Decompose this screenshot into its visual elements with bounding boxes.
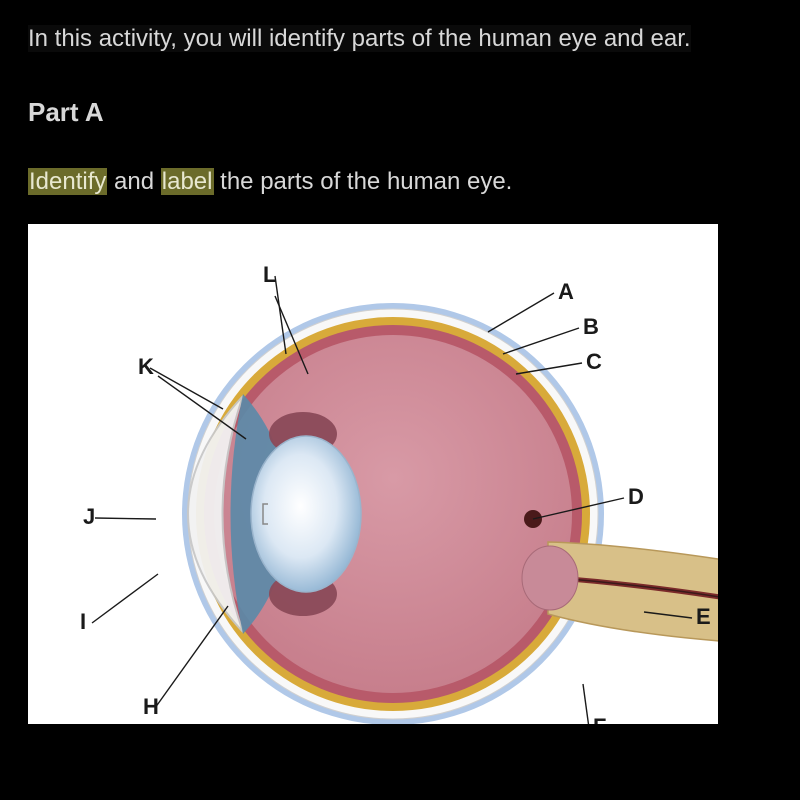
- intro-text: In this activity, you will identify part…: [28, 20, 772, 57]
- section-heading: Part A: [28, 97, 772, 128]
- diagram-label-C: C: [586, 349, 602, 374]
- intro-span: In this activity, you will identify part…: [28, 25, 691, 52]
- diagram-label-K: K: [138, 354, 154, 379]
- eye-diagram: ABC D E F H I J K L: [28, 224, 718, 724]
- highlight-label: label: [161, 168, 214, 195]
- diagram-label-H: H: [143, 694, 159, 719]
- diagram-label-I: I: [80, 609, 86, 634]
- eye-diagram-container: ABC D E F H I J K L: [28, 224, 718, 724]
- highlight-identify: Identify: [28, 168, 107, 195]
- diagram-label-J: J: [83, 504, 95, 529]
- instruction-rest: the parts of the human eye.: [214, 168, 513, 195]
- diagram-label-A: A: [558, 279, 574, 304]
- instruction-and: and: [107, 168, 160, 195]
- diagram-label-D: D: [628, 484, 644, 509]
- instruction-text: Identify and label the parts of the huma…: [28, 168, 772, 196]
- diagram-label-F: F: [593, 714, 606, 724]
- diagram-label-B: B: [583, 314, 599, 339]
- diagram-label-L: L: [263, 262, 276, 287]
- diagram-label-E: E: [696, 604, 711, 629]
